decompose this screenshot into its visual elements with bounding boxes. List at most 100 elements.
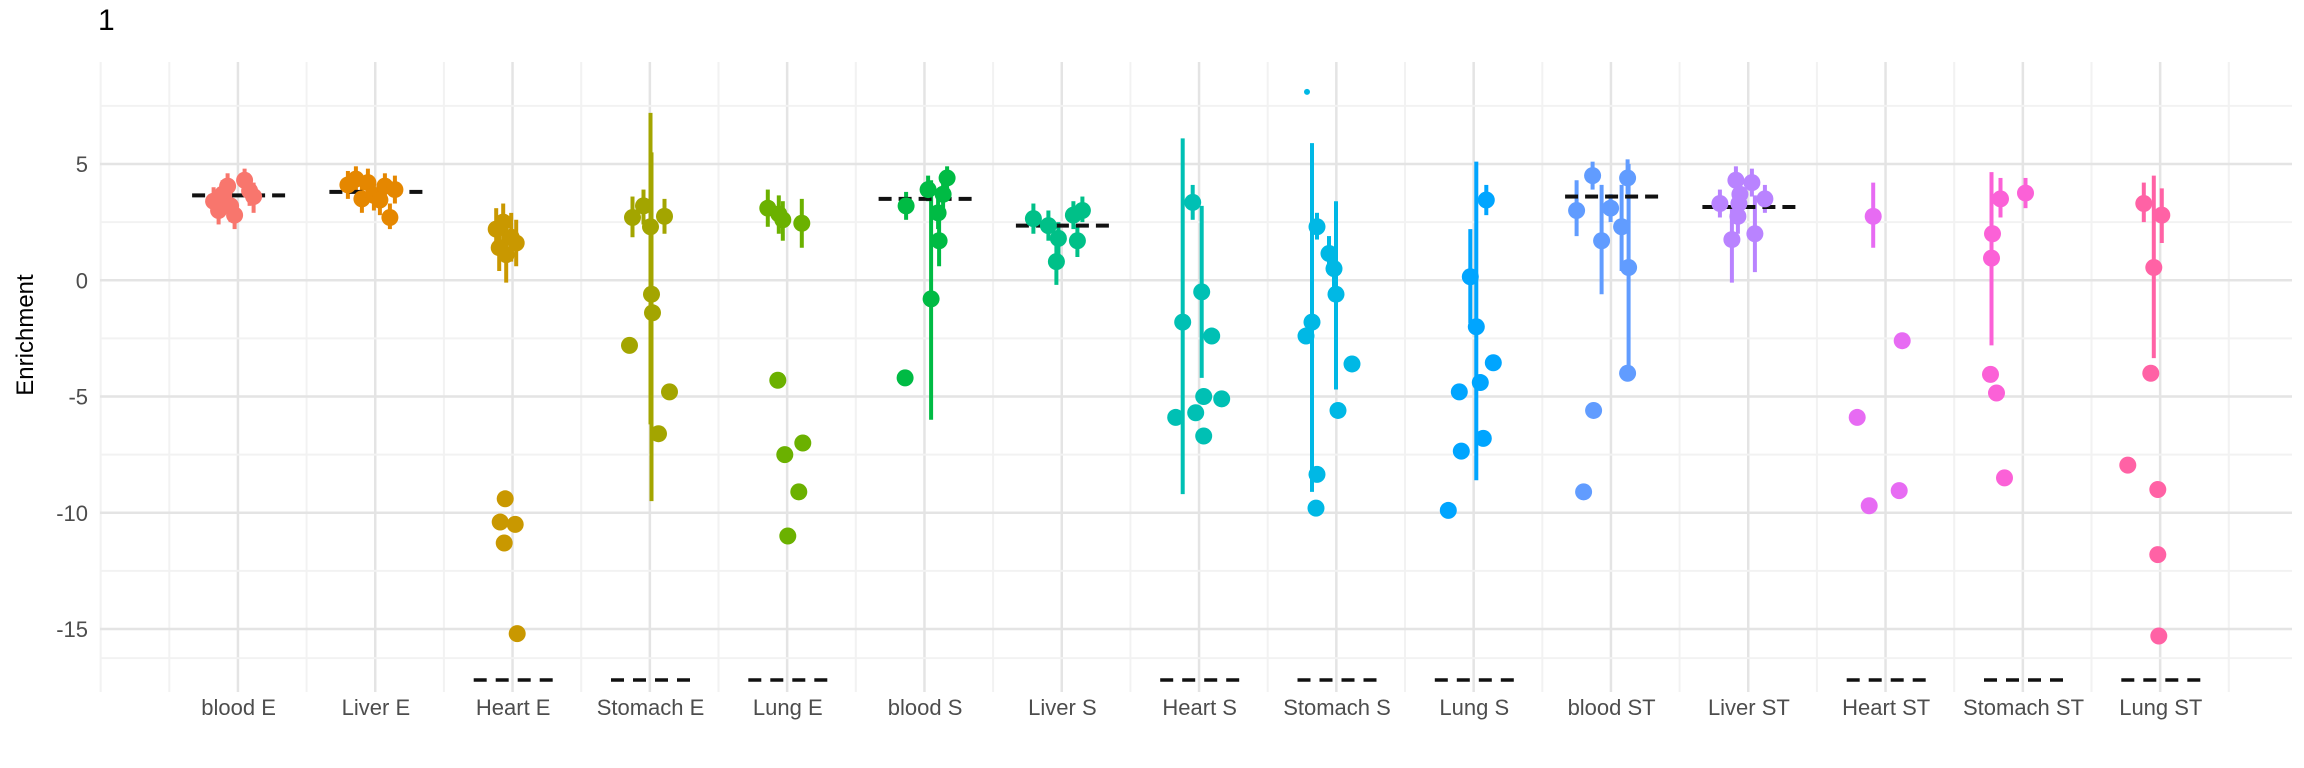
data-point	[1304, 88, 1310, 95]
data-point	[794, 434, 812, 452]
data-point	[1620, 258, 1638, 276]
data-point	[1073, 202, 1091, 219]
data-point	[790, 483, 808, 501]
x-axis-category-label: Heart E	[476, 695, 551, 720]
x-axis-category-label: Heart S	[1162, 695, 1237, 720]
y-tick-label: -10	[56, 501, 88, 526]
data-point	[1068, 232, 1086, 250]
data-point	[793, 214, 811, 232]
data-point	[508, 625, 526, 643]
data-point	[1484, 354, 1502, 372]
data-point	[1568, 202, 1586, 219]
data-point	[2135, 195, 2153, 213]
data-point	[1984, 225, 2001, 243]
data-point	[774, 211, 792, 229]
data-point	[496, 490, 514, 508]
data-point	[1613, 218, 1631, 236]
data-point	[371, 191, 389, 209]
data-point	[219, 177, 237, 195]
data-point	[934, 185, 952, 203]
data-point	[497, 246, 515, 264]
data-point	[1477, 191, 1495, 209]
data-point	[776, 446, 794, 464]
data-point	[2142, 364, 2160, 382]
x-axis-category-label: Stomach ST	[1963, 695, 2084, 720]
data-point	[650, 425, 667, 443]
data-point	[1439, 501, 1457, 519]
data-point	[1039, 217, 1057, 235]
data-point	[1213, 390, 1231, 408]
data-point	[1303, 313, 1321, 331]
data-point	[494, 213, 512, 231]
data-point	[1327, 285, 1345, 303]
y-tick-label: 0	[76, 268, 88, 293]
data-point	[644, 304, 661, 322]
data-point	[1308, 218, 1326, 236]
data-point	[1619, 364, 1637, 382]
data-point	[1890, 482, 1908, 500]
y-tick-label: -15	[56, 617, 88, 642]
x-axis-category-label: Lung E	[753, 695, 823, 720]
data-point	[1471, 374, 1489, 392]
data-point	[1467, 318, 1485, 336]
data-point	[642, 218, 659, 236]
x-axis-category-label: Lung S	[1439, 695, 1509, 720]
data-point	[2145, 258, 2163, 276]
data-point	[938, 169, 956, 187]
data-point	[1992, 190, 2009, 208]
data-point	[2149, 546, 2167, 564]
data-point	[1329, 401, 1347, 419]
data-point	[769, 371, 787, 389]
data-point	[1729, 207, 1747, 225]
x-axis-category-label: Lung ST	[2119, 695, 2202, 720]
data-point	[1024, 210, 1042, 228]
data-point	[1727, 171, 1745, 189]
data-point	[1848, 408, 1866, 426]
data-point	[226, 206, 244, 224]
data-point	[1450, 383, 1468, 401]
data-point	[779, 527, 797, 545]
data-point	[1864, 207, 1882, 225]
data-point	[1988, 384, 2005, 402]
data-point	[897, 197, 915, 215]
x-axis-category-label: Heart ST	[1842, 695, 1930, 720]
data-point	[1996, 469, 2013, 487]
data-point	[1174, 313, 1192, 331]
data-point	[2150, 627, 2168, 645]
data-point	[930, 232, 948, 250]
data-point	[1983, 249, 2000, 267]
data-point	[929, 204, 947, 222]
x-axis-category-label: Liver ST	[1708, 695, 1790, 720]
data-point	[1461, 268, 1479, 286]
data-point	[491, 513, 509, 531]
data-point	[2119, 456, 2137, 474]
x-axis-category-label: Liver E	[342, 695, 410, 720]
data-point	[1619, 169, 1637, 187]
data-point	[1325, 260, 1343, 278]
x-axis-category-label: Stomach E	[597, 695, 705, 720]
y-tick-label: 5	[76, 152, 88, 177]
data-point	[386, 181, 404, 199]
data-point	[1584, 167, 1602, 185]
x-axis-category-label: blood S	[888, 695, 963, 720]
y-tick-label: -5	[68, 385, 88, 410]
x-axis-category-label: Liver S	[1028, 695, 1096, 720]
data-point	[896, 369, 914, 387]
data-point	[661, 383, 678, 401]
data-point	[919, 181, 937, 199]
plot-title: 1	[98, 4, 115, 37]
data-point	[656, 207, 673, 225]
data-point	[1575, 483, 1593, 501]
data-point	[1203, 327, 1221, 345]
data-point	[495, 534, 513, 552]
data-point	[1187, 404, 1205, 422]
data-point	[1746, 225, 1764, 243]
data-point	[2153, 206, 2171, 224]
data-point	[1723, 231, 1741, 249]
x-axis-category-label: Stomach S	[1283, 695, 1391, 720]
data-point	[1047, 253, 1065, 271]
data-point	[1730, 195, 1748, 213]
data-point	[1893, 332, 1911, 350]
data-point	[643, 285, 660, 303]
